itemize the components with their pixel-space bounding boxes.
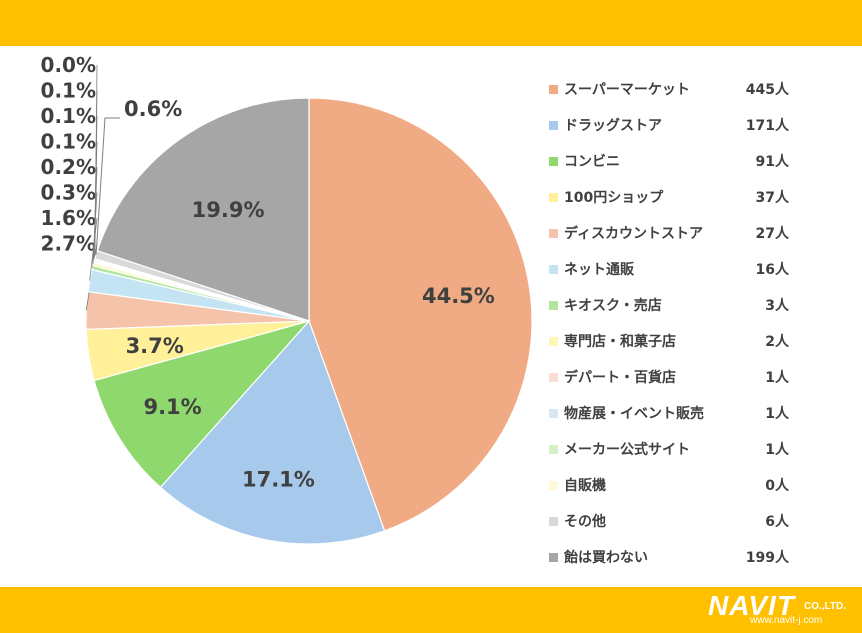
legend-item-8: デパート・百貨店 1人: [549, 360, 849, 396]
legend-item-13: 飴は買わない 199人: [549, 540, 849, 576]
pie-label-4: 2.7%: [41, 232, 96, 256]
legend-label-1: ドラッグストア: [564, 118, 662, 134]
legend-item-12: その他 6人: [549, 504, 849, 540]
legend-count-8: 1人: [765, 370, 789, 386]
legend-swatch-1: [549, 121, 558, 130]
legend-count-3: 37人: [755, 190, 789, 206]
legend-swatch-4: [549, 229, 558, 238]
legend-swatch-9: [549, 409, 558, 418]
pie-slice-1: [159, 319, 386, 545]
logo-main-text: NAVIT: [708, 590, 795, 621]
legend-item-4: ディスカウントストア 27人: [549, 216, 849, 252]
legend-count-0: 445人: [745, 82, 789, 98]
chart-legend: スーパーマーケット 445人ドラッグストア 171人コンビニ 91人 100円ショップ 3…: [549, 72, 849, 576]
pie-label-11: 0.0%: [41, 53, 96, 77]
legend-label-2: コンビニ: [564, 154, 620, 170]
logo-url-text: www.navit-j.com: [750, 615, 823, 626]
pie-label-9: 0.1%: [41, 104, 96, 128]
legend-swatch-2: [549, 157, 558, 166]
pie-slice-13: [96, 97, 310, 322]
legend-item-5: ネット通販 16人: [549, 252, 849, 288]
legend-count-2: 91人: [755, 154, 789, 170]
legend-swatch-12: [549, 517, 558, 526]
pie-label-12: 0.6%: [124, 97, 182, 121]
pie-label-7: 0.2%: [41, 155, 96, 179]
pie-label-6: 0.3%: [41, 181, 96, 205]
legend-label-6: キオスク・売店: [564, 298, 662, 314]
legend-item-11: 自販機 0人: [549, 468, 849, 504]
legend-label-9: 物産展・イベント販売: [564, 406, 704, 422]
legend-count-13: 199人: [745, 550, 789, 566]
legend-label-5: ネット通販: [564, 262, 634, 278]
pie-label-10: 0.1%: [41, 79, 96, 103]
legend-swatch-11: [549, 481, 558, 490]
pie-slice-2: [93, 319, 311, 489]
legend-item-1: ドラッグストア 171人: [549, 108, 849, 144]
legend-swatch-6: [549, 301, 558, 310]
pie-label-1: 17.1%: [242, 468, 315, 492]
legend-label-12: その他: [564, 514, 606, 530]
legend-count-9: 1人: [765, 406, 789, 422]
legend-item-7: 専門店・和菓子店 2人: [549, 324, 849, 360]
legend-swatch-10: [549, 445, 558, 454]
pie-chart: 44.5%17.1%9.1%3.7%2.7%1.6%0.3%0.2%0.1%0.…: [41, 53, 533, 545]
pie-label-0: 44.5%: [422, 284, 495, 308]
legend-count-6: 3人: [765, 298, 789, 314]
pie-label-2: 9.1%: [143, 395, 201, 419]
legend-swatch-8: [549, 373, 558, 382]
footer-band: [0, 587, 862, 633]
navit-logo: NAVIT CO.,LTD. www.navit-j.com: [708, 590, 858, 630]
legend-label-13: 飴は買わない: [564, 550, 648, 566]
legend-count-7: 2人: [765, 334, 789, 350]
legend-label-3: 100円ショップ: [564, 190, 664, 206]
leader-line-11: [94, 64, 98, 259]
pie-label-13: 19.9%: [192, 198, 265, 222]
legend-item-6: キオスク・売店 3人: [549, 288, 849, 324]
legend-count-1: 171人: [745, 118, 789, 134]
leader-line-12: [95, 117, 120, 255]
legend-item-9: 物産展・イベント販売 1人: [549, 396, 849, 432]
legend-label-7: 専門店・和菓子店: [564, 334, 676, 350]
legend-count-11: 0人: [765, 478, 789, 494]
legend-label-0: スーパーマーケット: [564, 82, 690, 98]
legend-item-3: 100円ショップ 37人: [549, 180, 849, 216]
pie-label-5: 1.6%: [41, 206, 96, 230]
logo-company-text: CO.,LTD.: [804, 601, 847, 612]
legend-count-4: 27人: [755, 226, 789, 242]
legend-label-10: メーカー公式サイト: [564, 442, 690, 458]
pie-label-8: 0.1%: [41, 130, 96, 154]
legend-item-0: スーパーマーケット 445人: [549, 72, 849, 108]
legend-swatch-13: [549, 553, 558, 562]
legend-swatch-3: [549, 193, 558, 202]
pie-label-3: 3.7%: [126, 334, 184, 358]
legend-count-5: 16人: [755, 262, 789, 278]
legend-label-4: ディスカウントストア: [564, 226, 704, 242]
legend-item-10: メーカー公式サイト 1人: [549, 432, 849, 468]
pie-slice-0: [308, 97, 533, 532]
legend-label-8: デパート・百貨店: [564, 370, 676, 386]
legend-swatch-7: [549, 337, 558, 346]
legend-count-12: 6人: [765, 514, 789, 530]
legend-swatch-0: [549, 85, 558, 94]
legend-label-11: 自販機: [564, 478, 606, 494]
legend-swatch-5: [549, 265, 558, 274]
header-band: [0, 0, 862, 46]
legend-item-2: コンビニ 91人: [549, 144, 849, 180]
legend-count-10: 1人: [765, 442, 789, 458]
